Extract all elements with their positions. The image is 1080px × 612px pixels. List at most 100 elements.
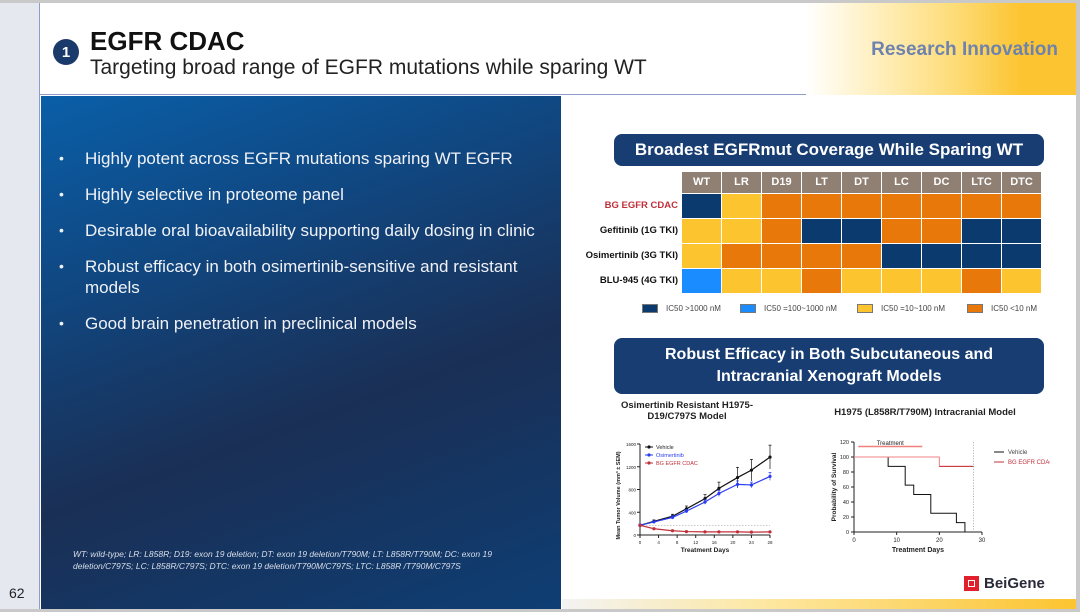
- legend-item: IC50 >1000 nM: [642, 304, 721, 313]
- x-axis-label: Treatment Days: [681, 547, 730, 554]
- heatmap-cell: [762, 244, 801, 268]
- heatmap-row-label: BLU-945 (4G TKI): [599, 275, 678, 286]
- data-point: [749, 468, 754, 472]
- heatmap-column-header: DTC: [1002, 172, 1041, 193]
- y-tick-label: 60: [843, 485, 849, 491]
- tumor-chart-title-line1: Osimertinib Resistant H1975-: [621, 400, 753, 411]
- heatmap-cell: [762, 269, 801, 293]
- legend-marker: [647, 461, 651, 465]
- header-gold-band: [806, 3, 1076, 95]
- tumor-chart-title: Osimertinib Resistant H1975- D19/C797S M…: [602, 400, 772, 422]
- x-tick-label: 8: [676, 540, 679, 545]
- data-point: [735, 482, 740, 486]
- slide: 62 1 EGFR CDAC Targeting broad range of …: [0, 3, 1076, 609]
- heatmap-cell: [962, 269, 1001, 293]
- bullet-item: Robust efficacy in both osimertinib-sens…: [59, 256, 539, 298]
- y-tick-label: 1200: [626, 465, 637, 470]
- footer-gold-band: [562, 599, 1076, 609]
- y-tick-label: 120: [840, 440, 849, 446]
- data-point: [703, 530, 707, 534]
- legend-label: IC50 <10 nM: [991, 304, 1038, 313]
- heatmap-column-header: D19: [762, 172, 801, 193]
- page-number: 62: [9, 585, 25, 601]
- heatmap-legend: IC50 >1000 nM IC50 =100~1000 nM IC50 =10~1…: [562, 304, 1076, 320]
- heatmap-cell: [682, 194, 721, 218]
- legend-marker: [647, 453, 651, 457]
- heatmap-cell: [882, 194, 921, 218]
- x-tick-label: 28: [767, 540, 773, 545]
- data-point: [768, 455, 772, 459]
- legend-label: Vehicle: [656, 445, 674, 451]
- legend-label: Vehicle: [1008, 450, 1028, 456]
- survival-curve-vehicle: [854, 456, 966, 532]
- heatmap-row-label: Osimertinib (3G TKI): [585, 250, 678, 261]
- heatmap-cell: [802, 194, 841, 218]
- heatmap-cell: [802, 269, 841, 293]
- heatmap-column-header: LTC: [962, 172, 1001, 193]
- x-tick-label: 20: [730, 540, 736, 545]
- heatmap-cell: [882, 244, 921, 268]
- data-point: [684, 509, 689, 513]
- legend-swatch: [857, 304, 873, 313]
- heatmap-cell: [722, 194, 761, 218]
- data-point: [703, 500, 707, 504]
- legend-swatch: [967, 304, 983, 313]
- heatmap-column-header: WT: [682, 172, 721, 193]
- window-edge: [1076, 0, 1080, 612]
- heatmap-cell: [922, 219, 961, 243]
- heatmap-cell: [762, 219, 801, 243]
- heatmap-cell: [1002, 244, 1041, 268]
- bullet-item: Highly potent across EGFR mutations spar…: [59, 148, 539, 169]
- legend-label: IC50 =100~1000 nM: [764, 304, 837, 313]
- y-tick-label: 80: [843, 470, 849, 476]
- legend-label: Osimertinib: [656, 453, 684, 459]
- abbreviations-footnote: WT: wild-type; LR: L858R; D19: exon 19 d…: [73, 549, 492, 571]
- heatmap-column-header: LR: [722, 172, 761, 193]
- heatmap-cell: [962, 194, 1001, 218]
- x-tick-label: 30: [979, 538, 986, 544]
- heatmap-cell: [842, 194, 881, 218]
- bullet-list: Highly potent across EGFR mutations spar…: [59, 148, 539, 349]
- bullet-item: Highly selective in proteome panel: [59, 184, 539, 205]
- y-tick-label: 100: [840, 455, 849, 461]
- heatmap-column-header: LC: [882, 172, 921, 193]
- legend-label: BG EGFR CDAC: [656, 461, 698, 467]
- heatmap-row-label: Gefitinib (1G TKI): [599, 225, 678, 236]
- y-axis-label: Probability of Survival: [831, 452, 838, 521]
- x-tick-label: 4: [657, 540, 660, 545]
- beigene-logo-text: BeiGene: [984, 575, 1045, 592]
- y-tick-label: 20: [843, 515, 849, 521]
- y-tick-label: 400: [628, 510, 636, 515]
- heatmap-cell: [682, 269, 721, 293]
- legend-item: IC50 =10~100 nM: [857, 304, 945, 313]
- tumor-chart-title-line2: D19/C797S Model: [647, 411, 727, 422]
- data-point: [749, 530, 754, 534]
- efficacy-title-line2: Intracranial Xenograft Models: [716, 368, 942, 385]
- data-point: [768, 474, 772, 479]
- survival-chart-title: H1975 (L858R/T790M) Intracranial Model: [834, 407, 1016, 418]
- data-point: [638, 523, 642, 527]
- legend-label: IC50 =10~100 nM: [881, 304, 946, 313]
- y-axis-label: Mean Tumor Volume (mm³ ± SEM): [615, 451, 622, 539]
- research-innovation-tag: Research Innovation: [871, 39, 1058, 60]
- beigene-logo-icon: [964, 576, 979, 591]
- x-tick-label: 16: [712, 540, 718, 545]
- data-point: [717, 491, 721, 496]
- heatmap-cell: [962, 219, 1001, 243]
- legend-item: IC50 =100~1000 nM: [740, 304, 837, 313]
- key-points-panel: Highly potent across EGFR mutations spar…: [41, 96, 561, 609]
- x-axis-label: Treatment Days: [892, 547, 944, 554]
- heatmap-column-header: LT: [802, 172, 841, 193]
- section-number-badge: 1: [53, 39, 79, 65]
- slide-header: 1 EGFR CDAC Targeting broad range of EGF…: [40, 3, 1076, 95]
- efficacy-title-line1: Robust Efficacy in Both Subcutaneous and: [664, 346, 994, 363]
- heatmap-cell: [802, 244, 841, 268]
- bullet-item: Good brain penetration in preclinical mo…: [59, 313, 539, 334]
- data-point: [735, 475, 740, 480]
- x-tick-label: 0: [639, 540, 642, 545]
- y-tick-label: 0: [633, 533, 636, 538]
- heatmap-cell: [882, 219, 921, 243]
- treatment-label: Treatment: [877, 441, 904, 447]
- y-tick-label: 800: [628, 488, 636, 493]
- data-point: [749, 483, 754, 487]
